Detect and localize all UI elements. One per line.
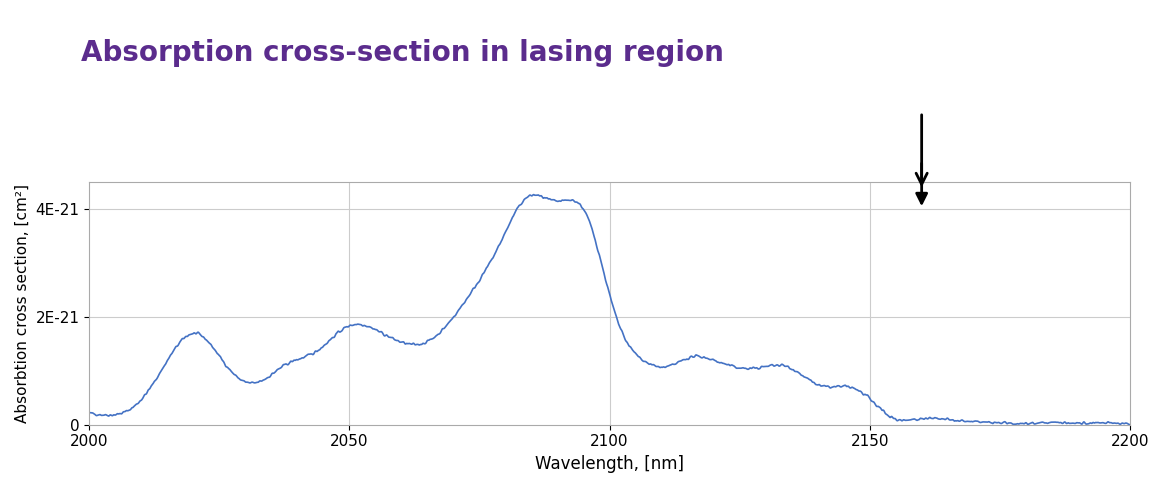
X-axis label: Wavelength, [nm]: Wavelength, [nm] (535, 455, 684, 473)
Text: Absorption cross-section in lasing region: Absorption cross-section in lasing regio… (81, 39, 724, 67)
Y-axis label: Absorbtion cross section, [cm²]: Absorbtion cross section, [cm²] (15, 184, 30, 423)
